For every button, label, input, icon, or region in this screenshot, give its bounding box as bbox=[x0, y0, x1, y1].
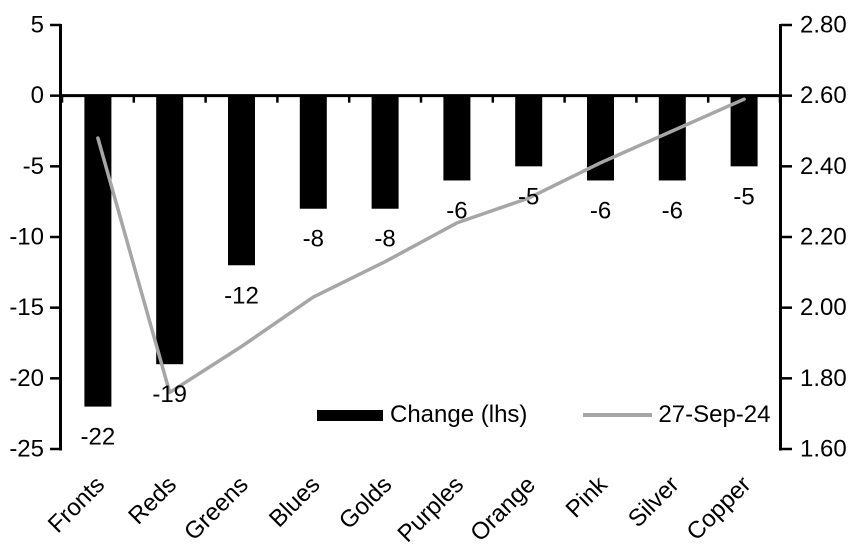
bar-copper bbox=[730, 95, 758, 167]
bar-greens bbox=[228, 95, 255, 266]
bar-value-label: -8 bbox=[303, 226, 324, 253]
category-label-blues: Blues bbox=[264, 471, 326, 533]
category-label-orange: Orange bbox=[465, 471, 541, 547]
y-axis-left-tick-label: 5 bbox=[31, 12, 44, 39]
bar-golds bbox=[371, 95, 399, 209]
legend-bar-swatch bbox=[317, 409, 383, 421]
category-label-greens: Greens bbox=[179, 471, 254, 546]
bar-value-label: -6 bbox=[590, 197, 611, 224]
y-axis-right-tick-label: 2.00 bbox=[800, 294, 847, 321]
category-label-golds: Golds bbox=[334, 471, 397, 534]
legend-bar-label: Change (lhs) bbox=[390, 401, 528, 428]
category-label-silver: Silver bbox=[623, 471, 685, 533]
bar-silver bbox=[658, 95, 686, 181]
legend-line-swatch bbox=[583, 413, 653, 417]
bar-value-label: -5 bbox=[733, 183, 754, 210]
bar-value-label: -6 bbox=[446, 197, 467, 224]
bar-value-label: -19 bbox=[152, 381, 187, 408]
y-axis-left-tick-label: -15 bbox=[9, 294, 44, 321]
category-label-reds: Reds bbox=[123, 471, 182, 530]
bar-orange bbox=[515, 95, 543, 167]
bar-value-label: -22 bbox=[81, 424, 116, 451]
bar-purples bbox=[443, 95, 471, 181]
bar-fronts bbox=[84, 95, 112, 407]
y-axis-left-tick-label: -5 bbox=[23, 153, 44, 180]
y-axis-left-tick-label: -20 bbox=[9, 365, 44, 392]
legend: Change (lhs) 27-Sep-24 bbox=[317, 401, 770, 429]
legend-line-label: 27-Sep-24 bbox=[658, 401, 771, 428]
line-series bbox=[96, 97, 746, 395]
category-label-fronts: Fronts bbox=[43, 471, 110, 538]
bar-value-label: -5 bbox=[518, 183, 539, 210]
y-axis-left-tick-label: -25 bbox=[9, 436, 44, 463]
y-axis-right-tick-label: 1.60 bbox=[800, 436, 847, 463]
bar-reds bbox=[156, 95, 184, 365]
bar-blues bbox=[299, 95, 327, 209]
category-label-pink: Pink bbox=[561, 470, 614, 523]
y-axis-right-tick-label: 2.20 bbox=[800, 224, 847, 251]
category-label-copper: Copper bbox=[682, 471, 757, 546]
y-axis-left-tick-label: -10 bbox=[9, 224, 44, 251]
y-axis-right-tick-label: 2.60 bbox=[800, 82, 847, 109]
bar-value-label: -6 bbox=[662, 197, 683, 224]
y-axis-right-tick-label: 2.40 bbox=[800, 153, 847, 180]
y-axis-left-tick-label: 0 bbox=[31, 82, 44, 109]
bar-value-label: -8 bbox=[374, 226, 395, 253]
y-axis-right-tick-label: 2.80 bbox=[800, 12, 847, 39]
bar-value-label: -12 bbox=[224, 282, 259, 309]
category-label-purples: Purples bbox=[393, 471, 470, 548]
y-axis-right-tick-label: 1.80 bbox=[800, 365, 847, 392]
